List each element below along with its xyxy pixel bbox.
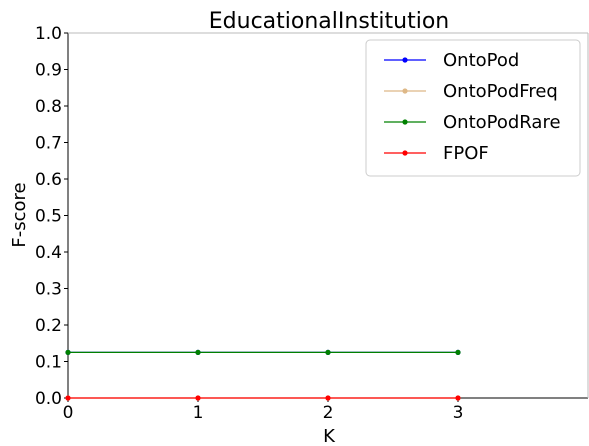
legend: OntoPod OntoPodFreq OntoPodRare FPOF: [365, 39, 581, 177]
y-axis: 0.0 0.1 0.2 0.3 0.4 0.5 0.6 0.7 0.8 0.9 1.0: [35, 24, 68, 409]
y-tick-label: 0.1: [35, 353, 62, 373]
y-tick-label: 0.7: [35, 134, 62, 154]
y-tick-label: 0.0: [35, 389, 62, 409]
data-point: [65, 395, 71, 401]
data-point: [455, 349, 461, 355]
x-tick-label: 2: [323, 403, 334, 423]
legend-item: OntoPod: [384, 50, 519, 71]
legend-item: OntoPodRare: [384, 112, 561, 133]
legend-label: FPOF: [443, 143, 489, 164]
data-point: [195, 395, 201, 401]
data-point: [325, 349, 331, 355]
legend-swatch-marker: [402, 88, 408, 94]
y-tick-label: 0.3: [35, 280, 62, 300]
legend-label: OntoPod: [443, 50, 519, 71]
y-tick-label: 0.4: [35, 243, 62, 263]
y-tick-label: 1.0: [35, 24, 62, 44]
data-point: [195, 349, 201, 355]
legend-box: [365, 39, 581, 177]
legend-swatch-marker: [402, 150, 408, 156]
x-axis: 0 1 2 3: [63, 398, 464, 423]
y-tick-label: 0.2: [35, 316, 62, 336]
y-axis-title: F-score: [9, 182, 30, 247]
y-tick-label: 0.5: [35, 207, 62, 227]
legend-swatch-marker: [402, 57, 408, 63]
x-tick-label: 0: [63, 403, 74, 423]
y-tick-label: 0.8: [35, 97, 62, 117]
series-fpof: [65, 395, 461, 401]
x-axis-title: K: [323, 426, 336, 446]
x-tick-label: 1: [193, 403, 204, 423]
x-tick-label: 3: [453, 403, 464, 423]
data-point: [325, 395, 331, 401]
legend-item: FPOF: [384, 143, 489, 164]
data-point: [65, 349, 71, 355]
legend-label: OntoPodRare: [443, 112, 561, 133]
legend-label: OntoPodFreq: [443, 81, 558, 102]
y-tick-label: 0.9: [35, 61, 62, 81]
series-layer: [65, 349, 461, 401]
series-ontopodrare: [65, 349, 461, 355]
legend-swatch-marker: [402, 119, 408, 125]
chart-title: EducationalInstitution: [209, 9, 449, 34]
y-tick-label: 0.6: [35, 170, 62, 190]
data-point: [455, 395, 461, 401]
legend-item: OntoPodFreq: [384, 81, 558, 102]
